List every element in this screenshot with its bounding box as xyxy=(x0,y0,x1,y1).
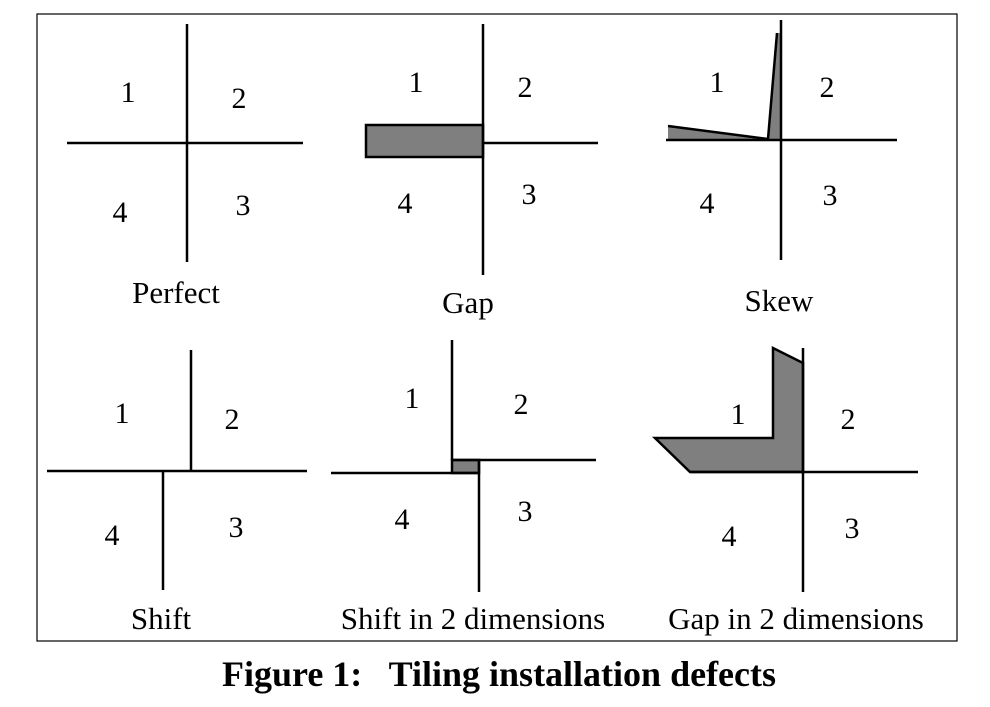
panel-label-skew: Skew xyxy=(745,283,815,318)
tile-1-label: 1 xyxy=(121,76,136,109)
tile-1-label: 1 xyxy=(710,66,725,99)
tile-3-label: 3 xyxy=(522,178,537,211)
tile-2-label: 2 xyxy=(820,71,835,104)
tile-2-label: 2 xyxy=(518,71,533,104)
tile-4-label: 4 xyxy=(113,196,128,229)
tile-4-label: 4 xyxy=(105,519,120,552)
tile-3-label: 3 xyxy=(845,512,860,545)
tile-3-label: 3 xyxy=(229,511,244,544)
tile-1-label: 1 xyxy=(409,66,424,99)
tile-1-label: 1 xyxy=(731,398,746,431)
tile-4-label: 4 xyxy=(722,520,737,553)
tile-2-label: 2 xyxy=(841,403,856,436)
gap-2d-shaded-area xyxy=(651,345,805,474)
panel-label-gap: Gap xyxy=(442,285,494,320)
figure-frame xyxy=(36,13,958,642)
tile-3-label: 3 xyxy=(518,495,533,528)
tile-4-label: 4 xyxy=(395,503,410,536)
figure-caption: Figure 1: Tiling installation defects xyxy=(222,654,776,694)
shift-2d-shaded-area xyxy=(450,458,481,475)
tile-1-label: 1 xyxy=(405,382,420,415)
panel-label-shift: Shift xyxy=(131,601,192,636)
tile-1-label: 1 xyxy=(115,397,130,430)
panel-label-perfect: Perfect xyxy=(132,275,220,310)
tile-2-label: 2 xyxy=(225,403,240,436)
tile-2-label: 2 xyxy=(232,82,247,115)
tile-2-label: 2 xyxy=(514,388,529,421)
panel-skew: 1 2 3 4 Skew xyxy=(666,20,897,318)
panel-gap: 1 2 3 4 Gap xyxy=(364,24,598,320)
tile-3-label: 3 xyxy=(236,189,251,222)
panel-label-gap-2d: Gap in 2 dimensions xyxy=(668,601,924,636)
panel-perfect: 1 2 3 4 Perfect xyxy=(67,24,303,310)
panel-shift-2d: 1 2 3 4 Shift in 2 dimensions xyxy=(331,340,605,636)
tile-4-label: 4 xyxy=(700,187,715,220)
panel-shift: 1 2 3 4 Shift xyxy=(47,350,307,636)
panel-gap-2d: 1 2 3 4 Gap in 2 dimensions xyxy=(651,345,924,636)
gap-shaded-area xyxy=(364,123,485,159)
panel-label-shift-2d: Shift in 2 dimensions xyxy=(341,601,605,636)
tile-3-label: 3 xyxy=(823,179,838,212)
tile-4-label: 4 xyxy=(398,187,413,220)
